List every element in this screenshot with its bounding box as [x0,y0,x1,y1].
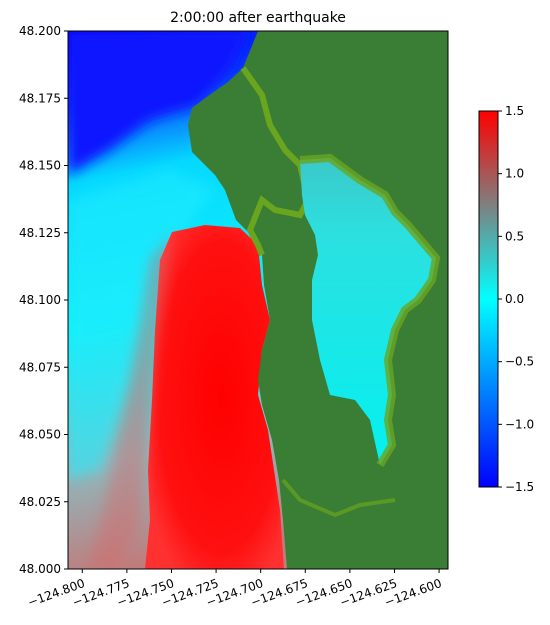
colorbar-tick-label: 0.0 [505,292,524,306]
open-ocean-blue [68,31,250,175]
y-tick-label: 48.200 [19,24,61,38]
colorbar: −1.5 −1.0 −0.5 0.0 0.5 1.0 1.5 [478,104,534,494]
south-shore-fringe [281,478,396,518]
high-amplitude-zone [145,225,284,569]
colorbar-ticks: −1.5 −1.0 −0.5 0.0 0.5 1.0 1.5 [498,104,534,494]
bay-water [300,158,436,465]
y-tick-label: 48.175 [19,91,61,105]
colorbar-tick-label: 1.0 [505,167,524,181]
y-tick-label: 48.150 [19,159,61,173]
x-axis: −124.800−124.775−124.750−124.725−124.700… [26,569,444,610]
colorbar-gradient [478,110,499,488]
y-tick-label: 48.025 [19,495,61,509]
red-blend [90,232,172,569]
colorbar-tick-label: −0.5 [505,355,534,369]
y-tick-label: 48.125 [19,226,61,240]
y-tick-label: 48.000 [19,562,61,576]
bay-fringe [299,153,441,468]
colorbar-tick-label: −1.5 [505,480,534,494]
colorbar-tick-label: −1.0 [505,417,534,431]
y-tick-label: 48.075 [19,360,61,374]
y-axis: 48.000 48.025 48.050 48.075 48.100 48.125 48.1… [19,24,68,576]
colorbar-tick-label: 0.5 [505,229,524,243]
colorbar-tick-label: 1.5 [505,104,524,118]
y-tick-label: 48.100 [19,293,61,307]
inundation-map [68,31,448,569]
chart-title: 2:00:00 after earthquake [170,10,346,26]
y-tick-label: 48.050 [19,428,61,442]
